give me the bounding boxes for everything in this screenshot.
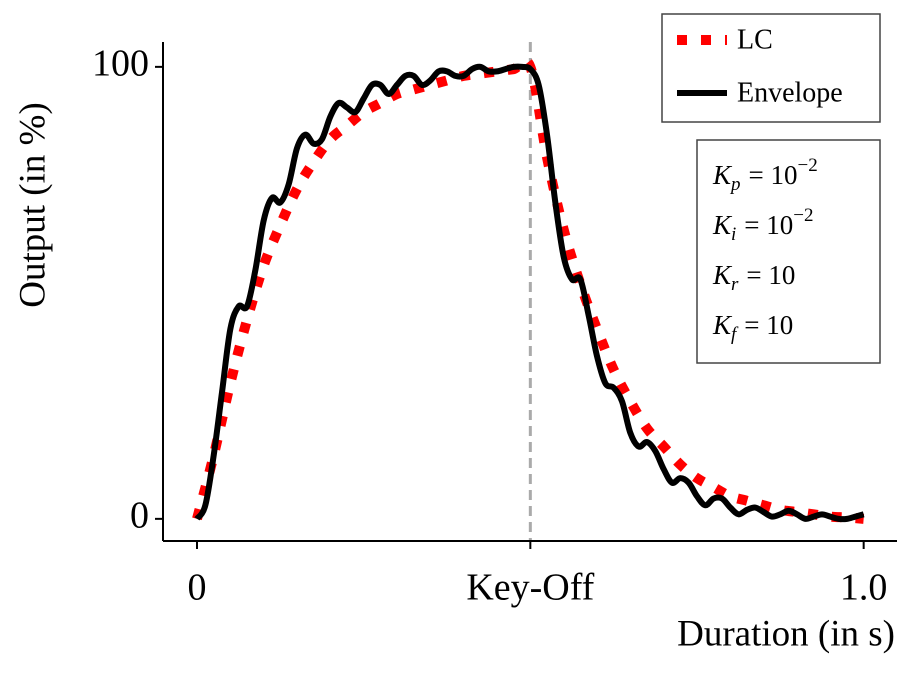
annotation: Kr = 10 (712, 260, 795, 295)
legend-box (661, 13, 881, 123)
legend-label: LC (737, 24, 773, 55)
x-tick-label: 1.0 (840, 567, 888, 609)
legend-label: Envelope (737, 77, 843, 108)
annotation-symbol: K (712, 310, 733, 340)
y-tick-label: 0 (130, 495, 149, 537)
annotation: Kf = 10 (712, 310, 793, 345)
annotation: Ki = 10−2 (712, 205, 814, 245)
annotation-rhs: = 10 (749, 160, 798, 190)
annotation-superscript: −2 (793, 205, 813, 226)
annotation-superscript: −2 (798, 155, 818, 176)
annotation-symbol: K (712, 160, 733, 190)
annotation-box (696, 139, 881, 364)
annotation-rhs: = 10 (746, 260, 795, 290)
annotation-rhs: = 10 (744, 310, 793, 340)
x-axis-label: Duration (in s) (677, 613, 895, 654)
legend: LC Envelope (661, 13, 881, 123)
x-tick-label: 0 (188, 567, 207, 609)
x-tick-label: Key-Off (466, 567, 594, 609)
annotation-subscript: f (731, 324, 739, 345)
annotation-subscript: i (731, 224, 736, 245)
annotation-rhs: = 10 (744, 210, 793, 240)
y-tick-label: 100 (92, 43, 149, 85)
annotation-symbol: K (712, 260, 733, 290)
series-line (194, 63, 865, 523)
y-axis-label: Output (in %) (12, 102, 53, 308)
annotation-subscript: p (729, 174, 741, 195)
annotation: Kp = 10−2 (712, 155, 818, 195)
annotation-symbol: K (712, 210, 733, 240)
annotation-subscript: r (731, 274, 739, 295)
